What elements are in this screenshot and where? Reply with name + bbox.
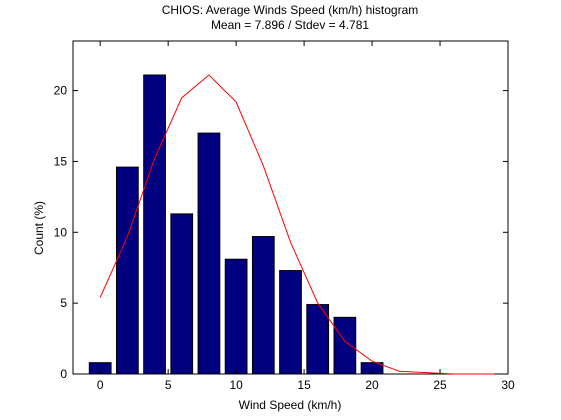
histogram-bar — [143, 74, 166, 375]
histogram-bar — [224, 258, 248, 375]
x-axis-label: Wind Speed (km/h) — [239, 398, 342, 412]
y-tick-label: 0 — [60, 367, 67, 381]
x-tick-label: 10 — [229, 378, 243, 392]
x-tick-label: 0 — [97, 378, 104, 392]
chart-subtitle: Mean = 7.896 / Stdev = 4.781 — [211, 18, 369, 32]
x-tick-label: 15 — [297, 378, 311, 392]
histogram-bar — [333, 316, 357, 375]
chart-title: CHIOS: Average Winds Speed (km/h) histog… — [162, 3, 419, 17]
histogram-bar — [170, 213, 194, 375]
y-tick-label: 5 — [60, 296, 67, 310]
x-tick-label: 25 — [433, 378, 447, 392]
histogram-bar — [197, 132, 221, 375]
histogram-bar — [306, 304, 330, 375]
histogram-bar — [116, 166, 139, 375]
x-tick-label: 5 — [165, 378, 172, 392]
histogram-bar — [251, 236, 275, 375]
y-axis-label: Count (%) — [32, 201, 46, 255]
x-tick-label: 30 — [501, 378, 515, 392]
y-tick-label: 15 — [54, 154, 68, 168]
y-tick-label: 10 — [54, 225, 68, 239]
y-tick-label: 20 — [54, 84, 68, 98]
histogram-bar — [279, 270, 302, 375]
plot-area: 0 5 10 15 20 25 30 0 5 10 15 20 — [54, 40, 515, 392]
x-tick-label: 20 — [365, 378, 379, 392]
